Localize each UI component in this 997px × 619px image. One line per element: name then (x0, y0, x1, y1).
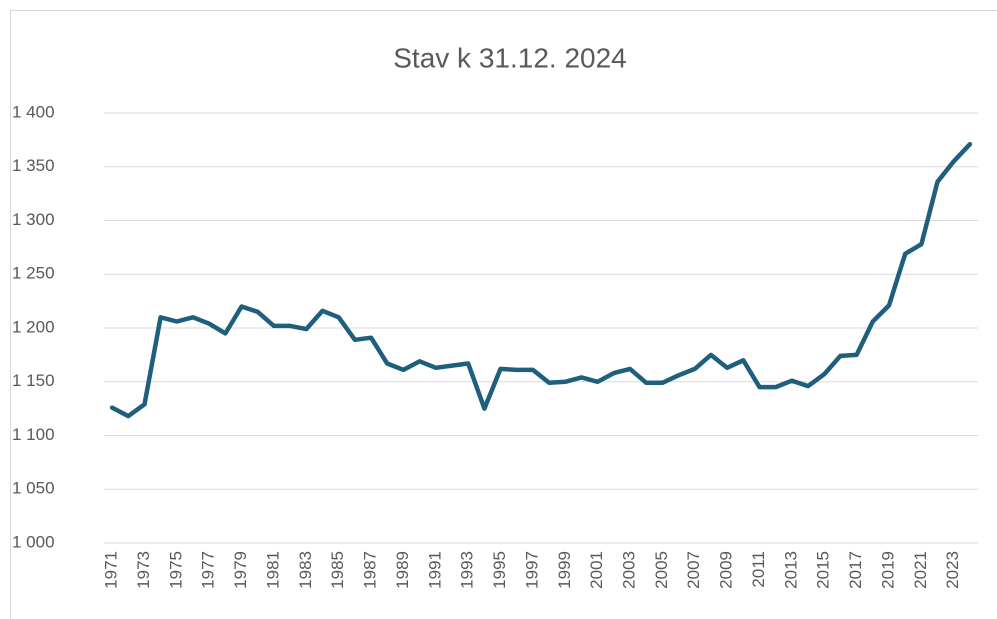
x-tick-label: 2013 (781, 551, 800, 589)
chart-border (10, 10, 997, 619)
x-tick-label: 1971 (102, 551, 121, 589)
y-tick-label: 1 250 (12, 264, 55, 283)
x-tick-label: 2017 (846, 551, 865, 589)
x-tick-label: 1975 (166, 551, 185, 589)
x-tick-label: 1991 (425, 551, 444, 589)
y-tick-label: 1 000 (12, 532, 55, 551)
x-tick-label: 1987 (361, 551, 380, 589)
x-tick-label: 2007 (684, 551, 703, 589)
x-tick-label: 1993 (458, 551, 477, 589)
x-tick-label: 1999 (555, 551, 574, 589)
y-tick-label: 1 300 (12, 210, 55, 229)
x-tick-label: 2019 (878, 551, 897, 589)
x-tick-label: 2021 (911, 551, 930, 589)
x-tick-label: 2015 (814, 551, 833, 589)
x-tick-label: 1973 (134, 551, 153, 589)
x-tick-label: 1979 (231, 551, 250, 589)
x-tick-label: 2009 (717, 551, 736, 589)
x-tick-label: 1997 (522, 551, 541, 589)
x-tick-label: 2023 (943, 551, 962, 589)
x-tick-label: 2005 (652, 551, 671, 589)
x-tick-label: 2003 (620, 551, 639, 589)
y-tick-label: 1 350 (12, 156, 55, 175)
x-tick-label: 1995 (490, 551, 509, 589)
y-tick-label: 1 200 (12, 317, 55, 336)
x-tick-label: 1985 (328, 551, 347, 589)
y-tick-label: 1 050 (12, 479, 55, 498)
data-line (109, 141, 973, 419)
x-tick-label: 1981 (263, 551, 282, 589)
x-tick-label: 2001 (587, 551, 606, 589)
x-tick-label: 1983 (296, 551, 315, 589)
x-tick-label: 2011 (749, 551, 768, 588)
x-tick-label: 1989 (393, 551, 412, 589)
x-tick-label: 1977 (199, 551, 218, 589)
chart-title: Stav k 31.12. 2024 (393, 42, 627, 73)
y-tick-label: 1 400 (12, 102, 55, 121)
y-tick-label: 1 100 (12, 425, 55, 444)
y-tick-label: 1 150 (12, 371, 55, 390)
